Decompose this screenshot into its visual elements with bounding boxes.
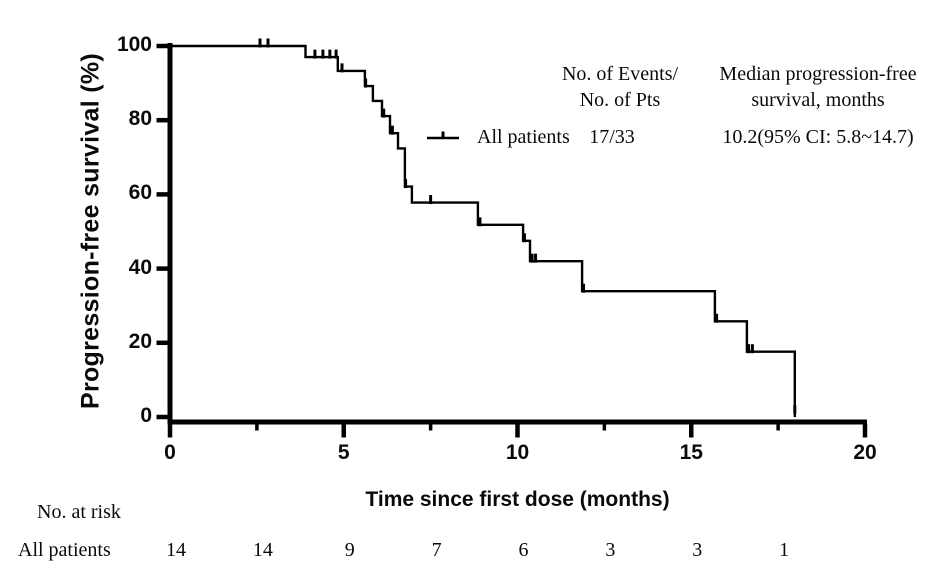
x-tick-label: 15 xyxy=(679,441,703,464)
legend-header-events-line1: No. of Events/ xyxy=(561,63,679,85)
at-risk-count: 6 xyxy=(518,539,529,561)
at-risk-count: 14 xyxy=(252,539,273,561)
x-tick-label: 5 xyxy=(337,441,350,464)
legend-series-label: All patients xyxy=(477,126,570,148)
y-tick-label: 60 xyxy=(128,181,152,205)
at-risk-count: 9 xyxy=(344,539,355,561)
legend-series-symbol-icon xyxy=(427,131,459,140)
y-tick-label: 80 xyxy=(128,107,152,131)
legend-header-events: No. of Events/ No. of Pts xyxy=(540,61,700,113)
x-tick-label: 20 xyxy=(853,441,877,464)
legend-series-median: 10.2(95% CI: 5.8~14.7) xyxy=(722,126,914,148)
at-risk-count: 3 xyxy=(692,539,703,561)
legend-series-events: 17/33 xyxy=(589,126,635,148)
legend-header-events-line2: No. of Pts xyxy=(579,89,661,111)
legend-header-median: Median progression-free survival, months xyxy=(698,61,931,113)
at-risk-count: 7 xyxy=(431,539,442,561)
legend-header-median-line1: Median progression-free xyxy=(719,63,917,85)
x-axis-title: Time since first dose (months) xyxy=(365,488,670,511)
at-risk-row-label: All patients xyxy=(18,539,111,561)
x-tick-label: 10 xyxy=(505,441,530,464)
y-tick-label: 100 xyxy=(116,33,152,56)
x-tick-label: 0 xyxy=(164,441,176,464)
y-tick-label: 20 xyxy=(128,329,152,353)
legend-header-median-line2: survival, months xyxy=(751,89,885,111)
at-risk-count: 1 xyxy=(779,539,790,561)
at-risk-count: 3 xyxy=(605,539,616,561)
at-risk-title: No. at risk xyxy=(37,501,121,523)
at-risk-count: 14 xyxy=(166,539,186,561)
y-tick-label: 40 xyxy=(128,255,152,279)
y-tick-label: 0 xyxy=(140,404,152,427)
